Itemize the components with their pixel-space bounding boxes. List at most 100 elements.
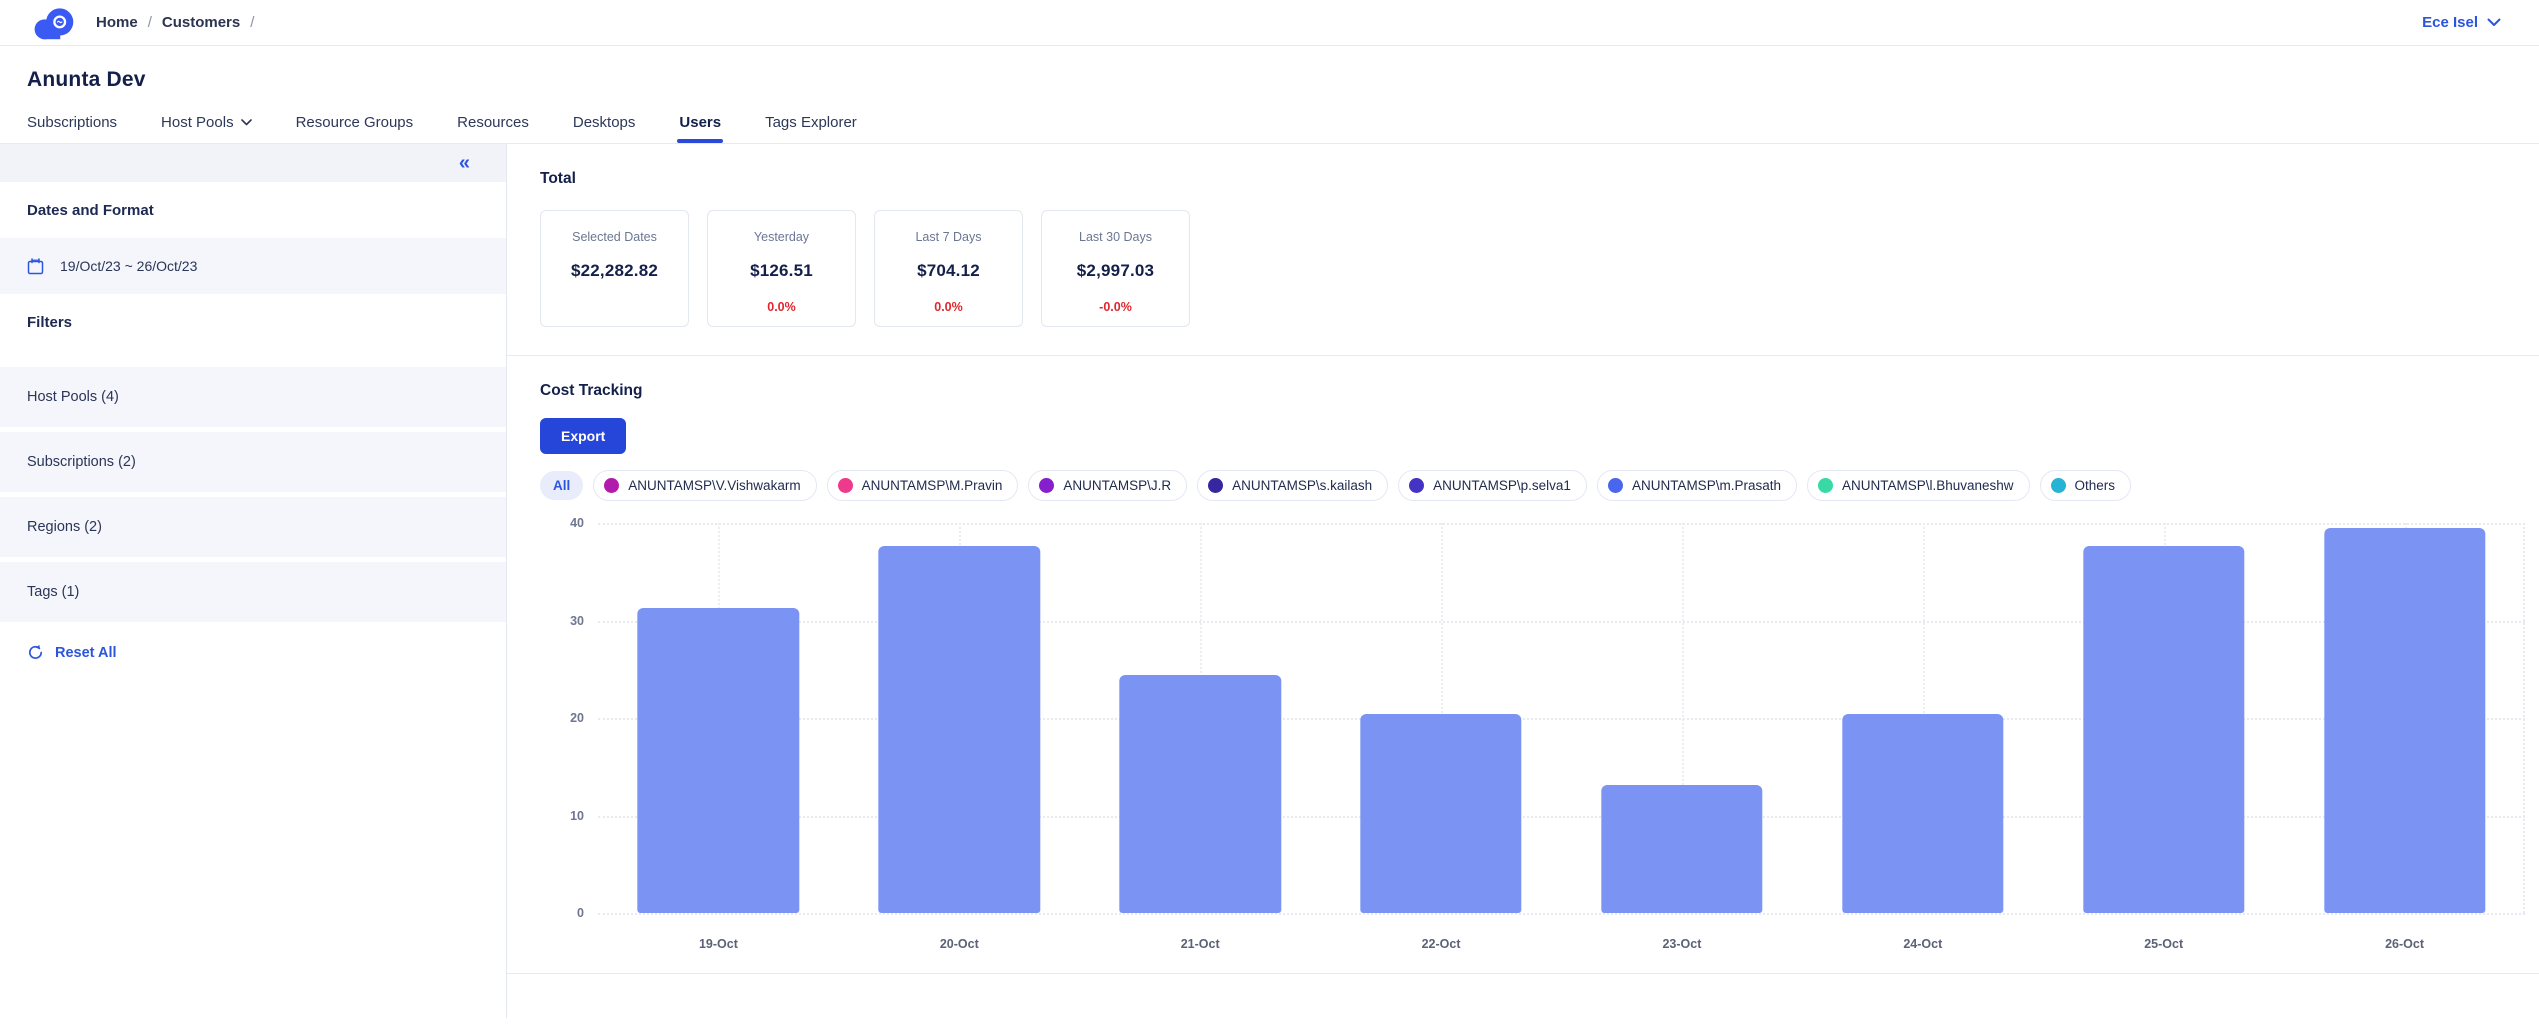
gridline bbox=[598, 913, 2525, 915]
filter-regions[interactable]: Regions (2) bbox=[0, 497, 506, 557]
dates-and-format-heading: Dates and Format bbox=[0, 182, 506, 238]
legend-chip[interactable]: ANUNTAMSP\M.Pravin bbox=[826, 470, 1019, 501]
cost-tracking-bar-chart: 40 30 20 10 0 bbox=[540, 516, 2525, 920]
tab-tags-explorer[interactable]: Tags Explorer bbox=[765, 114, 857, 131]
y-tick-label: 20 bbox=[570, 711, 584, 725]
legend-chip-all[interactable]: All bbox=[540, 471, 584, 500]
date-range-value: 19/Oct/23 ~ 26/Oct/23 bbox=[60, 258, 198, 274]
card-amount: $22,282.82 bbox=[570, 261, 659, 280]
bar-24-oct[interactable] bbox=[1842, 714, 2004, 913]
total-cards: Selected Dates $22,282.82 Yesterday $126… bbox=[540, 210, 2539, 327]
bar-23-oct[interactable] bbox=[1601, 785, 1763, 913]
chevron-down-icon bbox=[2487, 18, 2501, 27]
tab-users[interactable]: Users bbox=[677, 114, 723, 143]
user-name: Ece Isel bbox=[2422, 14, 2478, 31]
bar-slot bbox=[839, 523, 1080, 913]
bar-slot bbox=[1321, 523, 1562, 913]
bottom-divider bbox=[507, 973, 2539, 974]
legend-chip[interactable]: ANUNTAMSP\p.selva1 bbox=[1398, 470, 1587, 501]
x-tick-label: 23-Oct bbox=[1662, 937, 1702, 951]
gridline bbox=[598, 620, 2525, 623]
bar-19-oct[interactable] bbox=[637, 607, 800, 913]
cost-tracking-heading: Cost Tracking bbox=[540, 382, 643, 399]
tab-resource-groups[interactable]: Resource Groups bbox=[295, 114, 414, 131]
reset-all-button[interactable]: Reset All bbox=[0, 644, 506, 661]
card-label: Selected Dates bbox=[572, 230, 657, 244]
series-color-dot bbox=[837, 478, 853, 493]
chevron-down-icon bbox=[240, 119, 252, 126]
legend-chip[interactable]: ANUNTAMSP\s.kailash bbox=[1197, 470, 1389, 501]
card-change: 0.0% bbox=[934, 300, 963, 314]
bar-25-oct[interactable] bbox=[2083, 546, 2245, 913]
card-last-7-days: Last 7 Days $704.12 0.0% bbox=[874, 210, 1023, 327]
plot-area bbox=[598, 523, 2525, 915]
series-color-dot bbox=[1607, 478, 1623, 493]
card-change: -0.0% bbox=[1099, 300, 1132, 314]
gridline bbox=[598, 718, 2525, 720]
filters-sidebar: « Dates and Format 19/Oct/23 ~ 26/Oct/23… bbox=[0, 144, 507, 1018]
filter-host-pools[interactable]: Host Pools (4) bbox=[0, 367, 506, 427]
filters-heading: Filters bbox=[0, 294, 506, 350]
filter-tags[interactable]: Tags (1) bbox=[0, 562, 506, 622]
page-title: Anunta Dev bbox=[27, 68, 146, 91]
series-color-dot bbox=[1409, 478, 1425, 493]
card-last-30-days: Last 30 Days $2,997.03 -0.0% bbox=[1041, 210, 1190, 327]
app-logo-cloud-icon[interactable] bbox=[32, 4, 78, 42]
series-color-dot bbox=[1208, 478, 1224, 493]
breadcrumb-separator: / bbox=[250, 14, 255, 31]
breadcrumb-home[interactable]: Home bbox=[96, 14, 138, 31]
collapse-sidebar-icon[interactable]: « bbox=[458, 152, 470, 174]
card-amount: $704.12 bbox=[917, 261, 980, 280]
y-axis: 40 30 20 10 0 bbox=[540, 516, 598, 920]
breadcrumb-separator: / bbox=[147, 14, 152, 31]
date-range-picker[interactable]: 19/Oct/23 ~ 26/Oct/23 bbox=[0, 238, 506, 294]
tab-subscriptions[interactable]: Subscriptions bbox=[27, 114, 118, 131]
filter-subscriptions[interactable]: Subscriptions (2) bbox=[0, 432, 506, 492]
export-button[interactable]: Export bbox=[540, 418, 627, 454]
legend-chip[interactable]: Others bbox=[2039, 470, 2132, 501]
card-label: Yesterday bbox=[753, 230, 810, 244]
gridline bbox=[598, 815, 2525, 818]
calendar-icon bbox=[27, 257, 44, 275]
tab-resources[interactable]: Resources bbox=[457, 114, 529, 131]
bar-26-oct[interactable] bbox=[2323, 527, 2486, 913]
bar-slot bbox=[2284, 523, 2525, 913]
top-bar: Home / Customers / Ece Isel bbox=[0, 0, 2539, 46]
user-menu[interactable]: Ece Isel bbox=[2422, 14, 2501, 31]
y-tick-label: 10 bbox=[570, 808, 584, 823]
x-tick-label: 24-Oct bbox=[1903, 937, 1943, 951]
x-tick-label: 21-Oct bbox=[1180, 937, 1220, 951]
x-tick-label: 25-Oct bbox=[2144, 937, 2184, 951]
bar-slot bbox=[1080, 523, 1321, 913]
tab-host-pools[interactable]: Host Pools bbox=[161, 114, 252, 143]
page-header: Anunta Dev Subscriptions Host Pools Reso… bbox=[0, 46, 2539, 143]
legend-chip[interactable]: ANUNTAMSP\m.Prasath bbox=[1596, 470, 1797, 501]
card-selected-dates: Selected Dates $22,282.82 bbox=[540, 210, 689, 327]
refresh-icon bbox=[27, 644, 44, 661]
legend-chip[interactable]: ANUNTAMSP\l.Bhuvaneshw bbox=[1806, 470, 2030, 501]
bar-20-oct[interactable] bbox=[878, 546, 1040, 913]
card-label: Last 7 Days bbox=[915, 230, 982, 244]
x-tick-label: 20-Oct bbox=[939, 937, 979, 951]
bar-22-oct[interactable] bbox=[1360, 714, 1522, 913]
breadcrumb-customers[interactable]: Customers bbox=[161, 14, 241, 31]
sidebar-collapse-strip: « bbox=[0, 144, 506, 182]
card-change: 0.0% bbox=[767, 300, 796, 314]
y-tick-label: 40 bbox=[570, 516, 584, 530]
legend-chip[interactable]: ANUNTAMSP\J.R bbox=[1028, 470, 1188, 501]
legend-chip[interactable]: ANUNTAMSP\V.Vishwakarm bbox=[593, 470, 817, 501]
series-color-dot bbox=[2050, 478, 2066, 493]
x-axis: 19-Oct 20-Oct 21-Oct 22-Oct 23-Oct 24-Oc… bbox=[598, 937, 2525, 951]
x-tick-label: 19-Oct bbox=[698, 937, 738, 951]
bar-slot bbox=[598, 523, 839, 913]
series-color-dot bbox=[1039, 478, 1055, 493]
tabs-divider bbox=[0, 143, 2539, 144]
card-amount: $2,997.03 bbox=[1076, 261, 1155, 280]
bar-21-oct[interactable] bbox=[1119, 675, 1281, 913]
card-amount: $126.51 bbox=[750, 261, 813, 280]
y-tick-label: 0 bbox=[577, 906, 584, 920]
card-yesterday: Yesterday $126.51 0.0% bbox=[707, 210, 856, 327]
y-tick-label: 30 bbox=[570, 613, 584, 628]
bar-slot bbox=[2043, 523, 2284, 913]
tab-desktops[interactable]: Desktops bbox=[572, 114, 636, 131]
